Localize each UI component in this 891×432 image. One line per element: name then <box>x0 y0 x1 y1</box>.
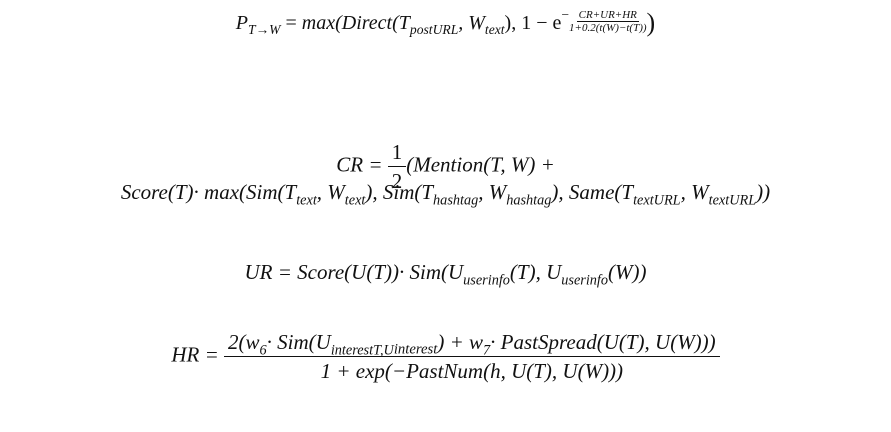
hr-lhs: HR = <box>171 342 224 367</box>
p-exponent-denominator: 1+0.2(t(W)−t(T)) <box>569 22 647 35</box>
equation-cr-line2: Score(T)· max(Sim(Ttext, Wtext), Sim(Tha… <box>0 180 891 209</box>
p-equals: = <box>280 12 302 34</box>
ur-c: (W)) <box>608 260 647 284</box>
cr-sim-hashtag: ), Sim(T <box>365 180 434 204</box>
cr-lhs: CR = <box>336 152 388 177</box>
p-mid: , W <box>458 12 485 34</box>
p-subscript: T→W <box>248 22 281 38</box>
hr-sub-interest-b: interest <box>393 341 438 358</box>
hr-num-a: 2(w <box>228 330 260 354</box>
equation-cr-line1: CR = 1 2 (Mention(T, W) + <box>0 140 891 193</box>
hr-denominator: 1 + exp(−PastNum(h, U(T), U(W))) <box>320 359 624 384</box>
cr-sub-text-2: text <box>344 192 366 209</box>
cr-same: ), Same(T <box>551 180 634 204</box>
p-exp-sign: − <box>561 6 570 22</box>
hr-num-b: · Sim(U <box>266 330 331 354</box>
cr-sub-hashtag-2: hashtag <box>506 192 552 209</box>
hr-num-c: ) + w <box>437 330 484 354</box>
cr-sub-hashtag-1: hashtag <box>433 192 479 209</box>
cr-w-1: , W <box>316 180 345 204</box>
cr-w-3: , W <box>680 180 709 204</box>
hr-sub-interest-a: interestT,U <box>330 342 394 359</box>
cr-mention: (Mention(T, W) + <box>406 152 555 177</box>
hr-w7-sub: 7 <box>483 342 491 359</box>
p-exponent-fraction: CR+UR+HR 1+0.2(t(W)−t(T)) <box>569 9 646 34</box>
equation-p-transfer: PT→W = max(Direct(TpostURL, Wtext), 1 − … <box>0 8 891 38</box>
cr-half-numerator: 1 <box>387 140 407 168</box>
p-sub-posturl: postURL <box>409 22 459 38</box>
hr-fraction: 2(w6· Sim(UinterestT,Uinterest) + w7· Pa… <box>224 330 720 383</box>
hr-w6-sub: 6 <box>259 342 267 359</box>
ur-sub-userinfo-2: userinfo <box>561 272 609 289</box>
ur-sub-userinfo-1: userinfo <box>463 272 510 289</box>
ur-b: (T), U <box>509 260 562 284</box>
cr-sub-texturl-1: textURL <box>633 192 681 209</box>
cr-score-max: Score(T)· max(Sim(T <box>120 180 297 204</box>
p-exponent-numerator: CR+UR+HR <box>576 9 639 23</box>
p-close-paren: ) <box>646 8 656 37</box>
equation-hr: HR = 2(w6· Sim(UinterestT,Uinterest) + w… <box>0 330 891 383</box>
p-symbol: P <box>235 12 249 34</box>
hr-num-d: · PastSpread(U(T), U(W))) <box>490 330 716 354</box>
p-after: ), 1 − e <box>504 12 562 34</box>
hr-numerator: 2(w6· Sim(UinterestT,Uinterest) + w7· Pa… <box>224 330 720 359</box>
cr-close: )) <box>756 180 771 204</box>
p-sub-text: text <box>484 22 505 38</box>
cr-sub-text-1: text <box>296 192 317 209</box>
equation-ur: UR = Score(U(T))· Sim(Uuserinfo(T), Uuse… <box>0 260 891 289</box>
cr-w-2: , W <box>478 180 507 204</box>
ur-a: UR = Score(U(T))· Sim(U <box>244 260 464 284</box>
cr-half-denominator: 2 <box>391 169 403 194</box>
cr-sub-texturl-2: textURL <box>708 192 757 209</box>
p-max-direct: max(Direct(T <box>301 12 410 34</box>
